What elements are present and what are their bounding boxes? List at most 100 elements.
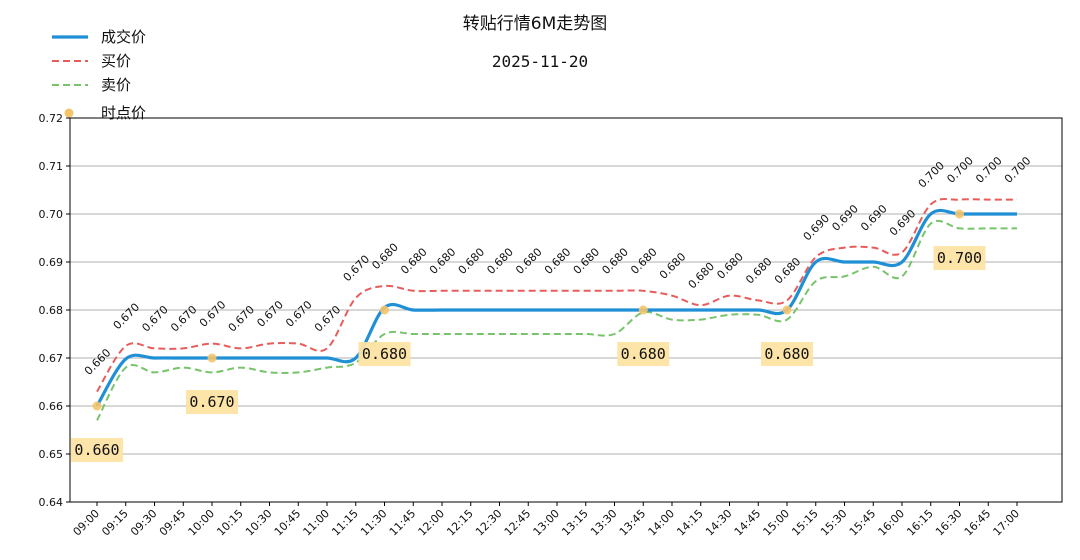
time-point [955, 209, 964, 219]
x-tick-label: 13:30 [588, 507, 620, 539]
value-label: 0.680 [484, 245, 515, 276]
value-label: 0.680 [628, 245, 659, 276]
chart-title: 转贴行情6M走势图 [463, 14, 607, 34]
x-tick-label: 09:15 [99, 507, 131, 539]
value-label: 0.680 [456, 245, 487, 276]
x-tick-label: 13:45 [617, 507, 649, 539]
callout-box [358, 342, 411, 366]
value-label: 0.670 [197, 298, 228, 329]
x-tick-label: 12:45 [502, 507, 534, 539]
time-point [782, 305, 792, 315]
value-label: 0.680 [714, 250, 745, 281]
value-label: 0.680 [657, 250, 688, 281]
x-tick-label: 10:30 [243, 507, 275, 539]
y-tick-label: 0.72 [39, 112, 64, 125]
x-tick-label: 11:00 [301, 507, 333, 539]
callout-text: 0.680 [362, 345, 407, 363]
x-tick-label: 15:30 [818, 507, 850, 539]
legend-swatch-points [64, 108, 74, 118]
time-point [638, 305, 648, 315]
y-tick-label: 0.64 [39, 496, 64, 509]
value-label: 0.690 [887, 207, 918, 238]
legend-label-0: 成交价 [101, 28, 146, 46]
x-tick-label: 15:15 [789, 507, 821, 539]
x-axis-ticks: 09:0009:1509:3009:4510:0010:1510:3010:45… [71, 502, 1023, 539]
series-line-2 [96, 219, 1017, 421]
value-label: 0.670 [312, 303, 343, 334]
callout-box [71, 438, 123, 462]
legend-label-points: 时点价 [101, 104, 146, 122]
value-label: 0.680 [513, 245, 544, 276]
value-label: 0.680 [599, 245, 630, 276]
x-tick-label: 10:15 [214, 507, 246, 539]
callout-text: 0.670 [189, 393, 234, 411]
x-tick-label: 15:00 [761, 507, 793, 539]
callout-box [933, 246, 986, 270]
y-tick-label: 0.71 [39, 160, 64, 173]
series-lines [95, 198, 1017, 421]
callout-text: 0.700 [937, 249, 982, 267]
x-tick-label: 14:00 [646, 507, 678, 539]
x-tick-label: 09:45 [157, 507, 189, 539]
x-tick-label: 10:00 [186, 507, 218, 539]
value-label: 0.660 [82, 346, 113, 377]
value-label: 0.700 [973, 154, 1004, 185]
y-axis-ticks: 0.64 0.65 0.66 0.67 0.68 0.69 0.70 0.71 0.72 [39, 112, 70, 509]
x-tick-label: 11:15 [329, 507, 361, 539]
value-label: 0.670 [283, 298, 314, 329]
x-tick-label: 16:45 [962, 507, 994, 539]
value-label: 0.670 [139, 303, 170, 334]
y-tick-label: 0.69 [39, 256, 64, 269]
y-tick-label: 0.70 [39, 208, 64, 221]
x-tick-label: 17:00 [991, 507, 1023, 539]
x-tick-label: 15:45 [847, 507, 879, 539]
value-label: 0.670 [111, 301, 142, 332]
x-tick-label: 13:00 [531, 507, 563, 539]
callout-box [617, 342, 670, 366]
value-label: 0.680 [398, 245, 429, 276]
time-points [92, 209, 964, 411]
value-label: 0.680 [542, 245, 573, 276]
x-tick-label: 12:00 [416, 507, 448, 539]
time-point [380, 305, 389, 315]
callout-box [761, 342, 813, 366]
value-label: 0.680 [427, 245, 458, 276]
value-label: 0.670 [226, 303, 257, 334]
x-tick-label: 14:30 [703, 507, 735, 539]
value-label: 0.700 [916, 159, 947, 190]
y-tick-label: 0.68 [39, 304, 64, 317]
x-tick-label: 11:30 [358, 507, 390, 539]
value-label: 0.670 [168, 303, 199, 334]
callout-text: 0.680 [764, 345, 809, 363]
value-label: 0.680 [772, 255, 803, 286]
value-label: 0.670 [254, 298, 285, 329]
x-tick-label: 16:00 [876, 507, 908, 539]
y-tick-label: 0.67 [39, 352, 64, 365]
x-tick-label: 14:45 [732, 507, 764, 539]
x-tick-label: 09:00 [71, 507, 103, 539]
time-point [207, 353, 217, 363]
series-line-0 [95, 208, 1017, 407]
value-label: 0.700 [944, 154, 975, 185]
chart-subtitle: 2025-11-20 [492, 52, 588, 71]
time-point [92, 401, 102, 411]
value-label: 0.690 [801, 212, 832, 243]
x-tick-label: 12:30 [473, 507, 505, 539]
value-label: 0.700 [1002, 154, 1033, 185]
x-tick-label: 12:15 [444, 507, 476, 539]
value-label: 0.670 [341, 253, 372, 284]
x-tick-label: 16:15 [904, 507, 936, 539]
value-label: 0.680 [571, 245, 602, 276]
x-tick-label: 16:30 [933, 507, 965, 539]
x-tick-label: 09:30 [128, 507, 160, 539]
value-label: 0.680 [686, 260, 717, 291]
series-line-1 [96, 198, 1017, 393]
value-label: 0.690 [858, 202, 889, 233]
y-tick-label: 0.65 [39, 448, 64, 461]
callout-text: 0.660 [74, 441, 119, 459]
x-tick-label: 14:15 [674, 507, 706, 539]
callout-text: 0.680 [621, 345, 666, 363]
